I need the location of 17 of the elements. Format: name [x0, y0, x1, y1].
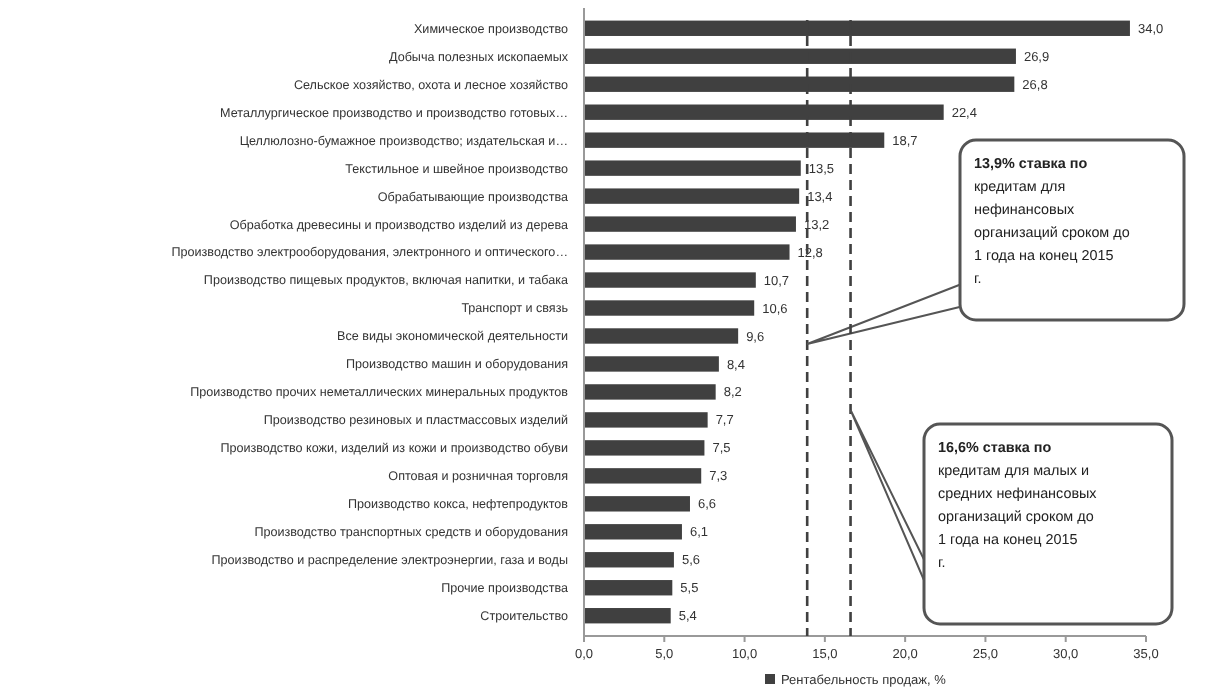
- bar: [584, 552, 674, 568]
- bar: [584, 580, 673, 596]
- bar: [584, 440, 705, 456]
- bar: [584, 384, 716, 400]
- bar: [584, 608, 671, 624]
- bar: [584, 272, 756, 288]
- bar: [584, 524, 682, 540]
- bar: [584, 300, 755, 316]
- bar: [584, 160, 801, 176]
- bar: [584, 468, 702, 484]
- bar: [584, 188, 800, 204]
- bar: [584, 244, 790, 260]
- bar: [584, 356, 719, 372]
- bar: [584, 328, 739, 344]
- bar: [584, 216, 796, 232]
- bar: [584, 412, 708, 428]
- bar: [584, 496, 690, 512]
